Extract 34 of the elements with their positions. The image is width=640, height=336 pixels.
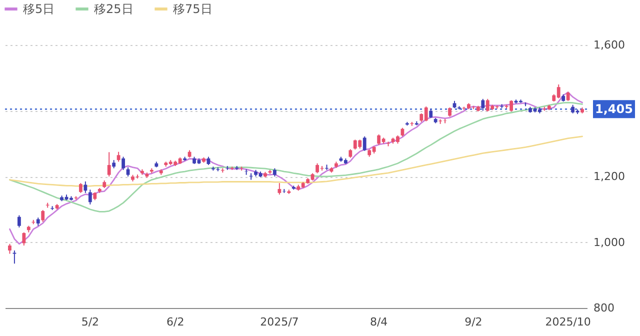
candlestick	[107, 152, 111, 177]
x-tick-label: 5/2	[81, 316, 100, 328]
candlestick	[481, 98, 485, 112]
line-series	[9, 92, 583, 245]
candlestick	[122, 156, 125, 170]
x-tick-label: 8/4	[370, 316, 388, 328]
candlestick	[362, 136, 366, 152]
candlestick	[448, 106, 452, 118]
y-tick-label: 1,200	[594, 170, 625, 183]
candlestick	[84, 180, 88, 194]
x-tick-label: 2025/7	[260, 316, 299, 328]
legend-label: 移5日	[23, 2, 55, 16]
legend-label: 移75日	[173, 2, 212, 16]
candlestick	[88, 189, 92, 205]
x-tick-label: 6/2	[166, 316, 184, 328]
candlestick	[244, 168, 248, 176]
candlestick	[566, 91, 570, 102]
candlestick	[8, 243, 12, 254]
y-tick-label: 1,000	[594, 236, 625, 249]
x-tick-label: 2025/10	[545, 316, 591, 328]
candlestick	[79, 182, 82, 194]
y-tick-label: 1,600	[594, 38, 625, 52]
candlestick	[278, 182, 282, 196]
candlestick	[12, 250, 16, 264]
x-tick-label: 9/2	[464, 316, 482, 328]
candlestick	[22, 232, 26, 246]
ref-line-label: 1,405	[595, 102, 633, 116]
candlestick	[116, 151, 120, 162]
y-tick-label: 800	[594, 302, 614, 314]
candlestick	[17, 214, 21, 228]
candlestick	[41, 210, 45, 222]
line-series	[9, 102, 583, 212]
candlestick	[377, 134, 381, 146]
legend-label: 移25日	[94, 2, 134, 16]
